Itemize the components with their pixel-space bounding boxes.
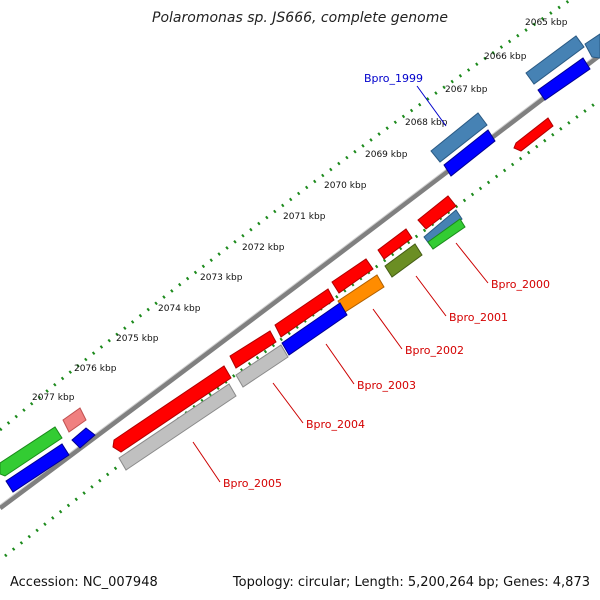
gene-arrow-blue[interactable] [71, 427, 96, 449]
gene-label-bpro-2000[interactable]: Bpro_2000 [491, 278, 550, 291]
leader-line-bpro-2002 [372, 308, 403, 350]
leader-line-bpro-2004 [272, 382, 304, 424]
gene-label-bpro-2005[interactable]: Bpro_2005 [223, 477, 282, 490]
gene-arrow-steelblue-bpro-1999[interactable] [430, 112, 488, 163]
genome-stats-label: Topology: circular; Length: 5,200,264 bp… [232, 575, 590, 590]
gene-arrow-steelblue[interactable] [584, 33, 600, 59]
kbp-tick-2068: 2068 kbp [405, 118, 448, 128]
leader-line-bpro-2003 [325, 343, 355, 385]
kbp-tick-2069: 2069 kbp [365, 150, 408, 160]
gene-arrow-red[interactable] [417, 195, 457, 230]
gene-arrow-green[interactable] [0, 426, 63, 477]
gene-arrow-gray-bpro-2004[interactable] [235, 344, 289, 388]
gene-label-bpro-1999[interactable]: Bpro_1999 [364, 72, 423, 85]
gene-arrow-green[interactable] [427, 218, 466, 250]
gene-label-bpro-2002[interactable]: Bpro_2002 [405, 344, 464, 357]
forward-strand-genes [62, 33, 600, 453]
kbp-tick-2075: 2075 kbp [116, 334, 159, 344]
kbp-tick-labels: 2065 kbp 2066 kbp 2067 kbp 2068 kbp 2069… [32, 18, 568, 403]
leader-line-bpro-1999 [416, 85, 447, 127]
gene-label-bpro-2001[interactable]: Bpro_2001 [449, 311, 508, 324]
gene-arrow-steelblue[interactable] [525, 35, 585, 85]
kbp-tick-2074: 2074 kbp [158, 304, 201, 314]
leader-line-bpro-2001 [415, 275, 447, 317]
gene-arrow-red[interactable] [331, 258, 374, 294]
gene-arrow-red[interactable] [377, 228, 413, 260]
kbp-tick-2071: 2071 kbp [283, 212, 326, 222]
outer-dotted-track [0, 0, 573, 432]
gene-arrow-blue[interactable] [5, 443, 70, 493]
gene-arrow-gray[interactable] [118, 383, 237, 471]
reverse-strand-genes [0, 35, 591, 493]
gene-arrow-red[interactable] [229, 330, 277, 369]
gene-arrow-red[interactable] [513, 117, 554, 152]
gene-labels: Bpro_1999 Bpro_2000 Bpro_2001 Bpro_2002 … [223, 72, 550, 490]
kbp-tick-2073: 2073 kbp [200, 273, 243, 283]
accession-label: Accession: NC_007948 [10, 575, 158, 590]
kbp-tick-2070: 2070 kbp [324, 181, 367, 191]
kbp-tick-2076: 2076 kbp [74, 364, 117, 374]
gene-arrow-blue[interactable] [537, 57, 591, 101]
gene-arrow-red[interactable] [274, 288, 335, 338]
leader-line-bpro-2005 [192, 441, 221, 483]
gene-label-bpro-2003[interactable]: Bpro_2003 [357, 379, 416, 392]
kbp-tick-2066: 2066 kbp [484, 52, 527, 62]
map-title: Polaromonas sp. JS666, complete genome [152, 10, 448, 26]
leader-line-bpro-2000 [455, 242, 489, 284]
gene-label-bpro-2004[interactable]: Bpro_2004 [306, 418, 365, 431]
gene-arrow-blue[interactable] [443, 129, 496, 177]
kbp-tick-2072: 2072 kbp [242, 243, 285, 253]
gene-arrow-olive-bpro-2001[interactable] [384, 243, 423, 278]
label-leader-lines [192, 85, 489, 483]
inner-dotted-track [4, 98, 600, 558]
gene-arrow-blue-bpro-2003[interactable] [281, 302, 348, 356]
gene-arrow-pink[interactable] [62, 407, 87, 433]
gene-arrow-red-bpro-2005[interactable] [112, 365, 232, 453]
kbp-tick-2077: 2077 kbp [32, 393, 75, 403]
kbp-tick-2067: 2067 kbp [445, 85, 488, 95]
kbp-tick-2065: 2065 kbp [525, 18, 568, 28]
